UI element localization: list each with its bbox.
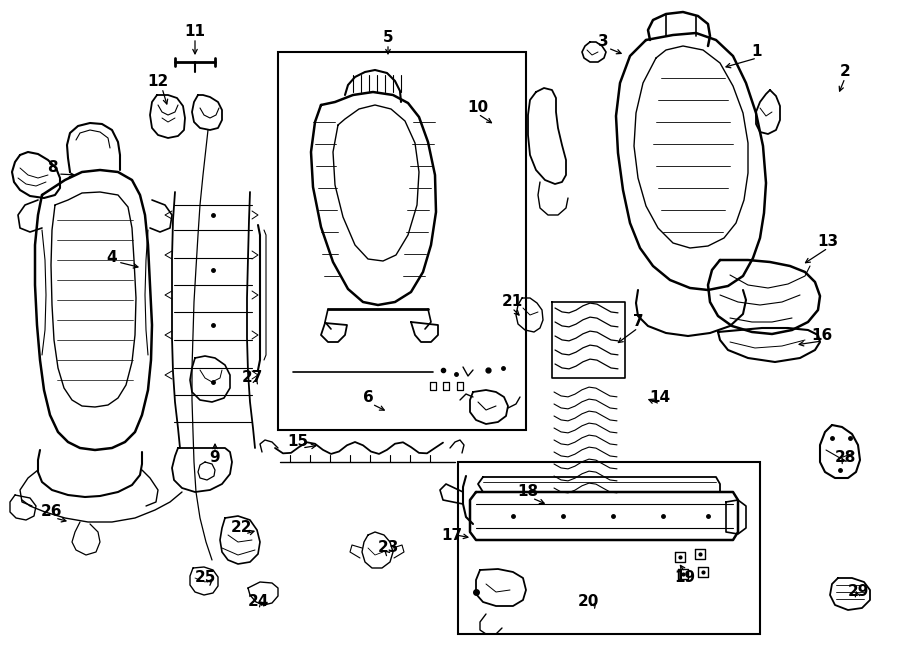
Text: 19: 19 xyxy=(674,570,696,586)
Text: 4: 4 xyxy=(107,251,117,266)
Text: 27: 27 xyxy=(241,371,263,385)
Text: 13: 13 xyxy=(817,235,839,249)
Text: 3: 3 xyxy=(598,34,608,50)
Text: 17: 17 xyxy=(441,527,463,543)
Text: 22: 22 xyxy=(231,520,253,535)
Text: 9: 9 xyxy=(210,451,220,465)
Bar xyxy=(458,462,760,634)
Text: 16: 16 xyxy=(812,327,833,342)
Text: 6: 6 xyxy=(363,391,374,405)
Text: 15: 15 xyxy=(287,434,309,449)
Text: 25: 25 xyxy=(194,570,216,586)
Text: 11: 11 xyxy=(184,24,205,40)
Text: 28: 28 xyxy=(834,451,856,465)
Text: 7: 7 xyxy=(633,315,643,329)
Text: 21: 21 xyxy=(501,295,523,309)
Text: 1: 1 xyxy=(752,44,762,59)
Bar xyxy=(278,52,526,430)
Text: 18: 18 xyxy=(518,485,538,500)
Text: 5: 5 xyxy=(382,30,393,46)
Text: 24: 24 xyxy=(248,594,269,609)
Text: 29: 29 xyxy=(847,584,868,600)
Text: 23: 23 xyxy=(377,541,399,555)
Text: 12: 12 xyxy=(148,75,168,89)
Text: 14: 14 xyxy=(650,391,670,405)
Text: 20: 20 xyxy=(577,594,598,609)
Text: 26: 26 xyxy=(41,504,63,520)
Text: 10: 10 xyxy=(467,100,489,116)
Text: 2: 2 xyxy=(840,65,850,79)
Text: 8: 8 xyxy=(47,161,58,176)
